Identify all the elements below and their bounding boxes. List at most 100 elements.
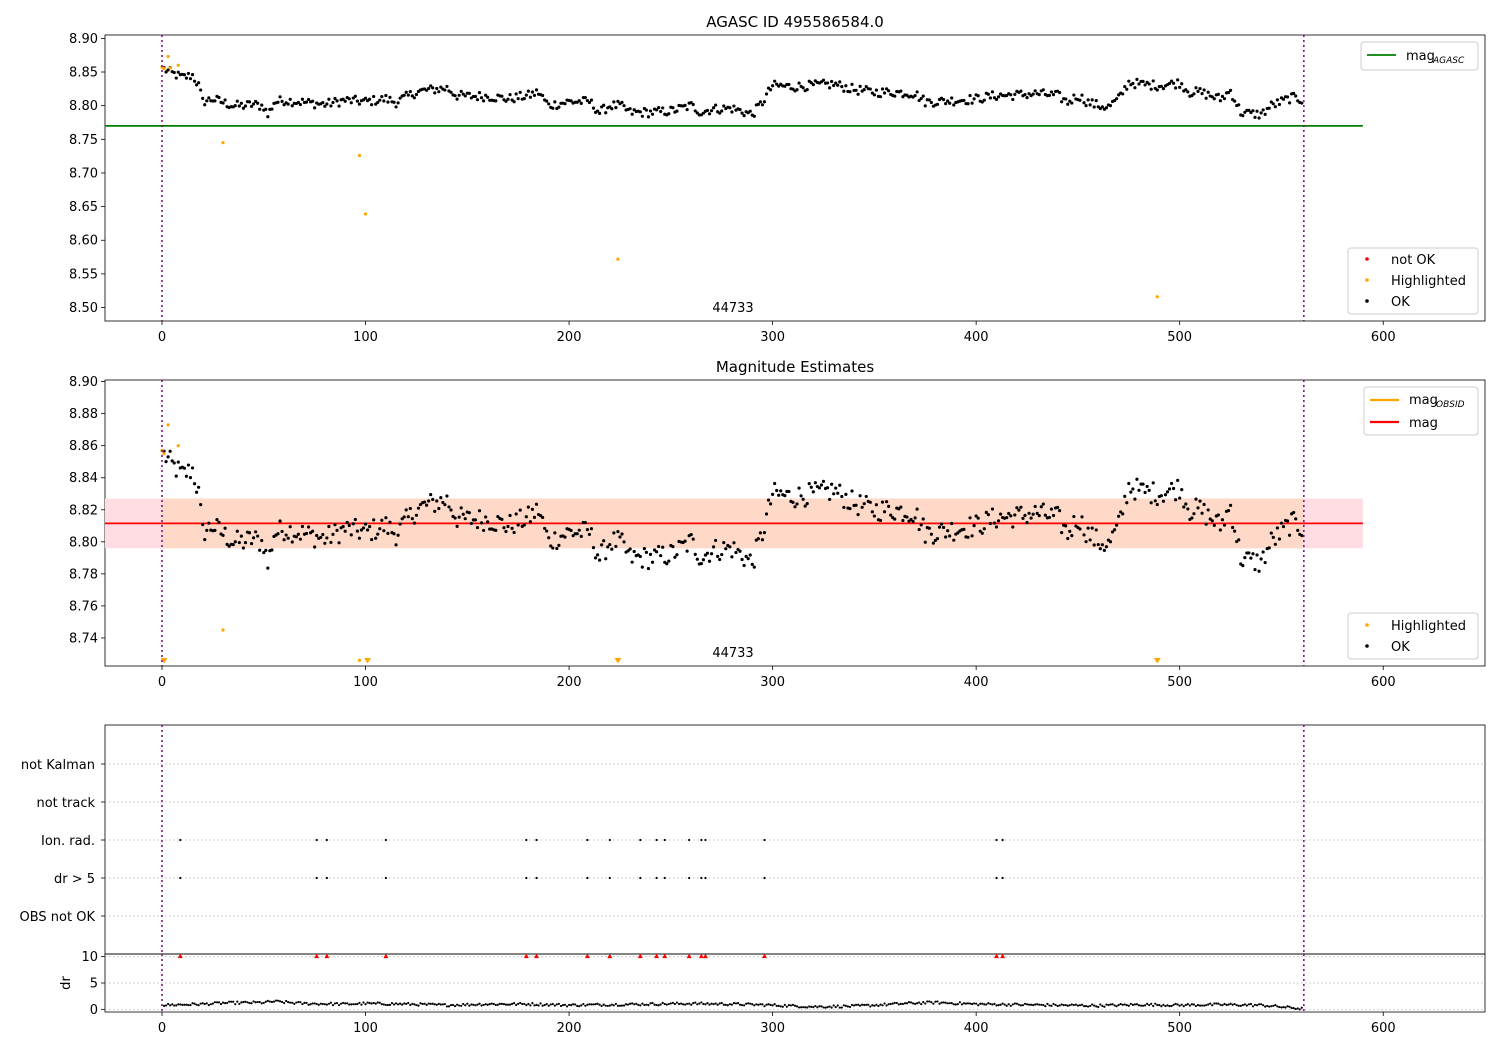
mid-ok-point bbox=[1060, 531, 1064, 535]
dr-point bbox=[419, 1002, 422, 1005]
top-ok-point bbox=[838, 80, 842, 84]
mid-ok-point bbox=[870, 510, 874, 514]
mid-ok-point bbox=[728, 545, 732, 549]
dr-point bbox=[1046, 1002, 1049, 1005]
mid-ok-point bbox=[746, 556, 750, 561]
dr-point bbox=[973, 1002, 976, 1005]
mid-ok-point bbox=[205, 528, 209, 532]
mid-ok-point bbox=[622, 540, 626, 544]
top-ok-point bbox=[836, 83, 840, 87]
mid-ok-point bbox=[640, 565, 644, 569]
top-ok-point bbox=[1072, 93, 1076, 97]
mid-highlighted-point bbox=[176, 444, 180, 448]
top-ok-point bbox=[1149, 87, 1153, 91]
top-ok-point bbox=[363, 96, 368, 100]
dr-point bbox=[838, 1006, 841, 1009]
dr-point bbox=[1025, 1003, 1029, 1006]
mid-ok-point bbox=[1033, 504, 1037, 509]
mid-ok-point bbox=[819, 483, 824, 487]
mid-ok-point bbox=[917, 527, 921, 532]
mid-ok-point bbox=[1084, 540, 1088, 544]
dr-point bbox=[1278, 1005, 1281, 1009]
dr-point bbox=[209, 1003, 212, 1006]
dr-point bbox=[545, 1002, 548, 1006]
mid-ok-point bbox=[1143, 490, 1147, 495]
top-ok-point bbox=[392, 100, 396, 104]
top-ok-point bbox=[176, 70, 180, 74]
mid-ok-point bbox=[1025, 520, 1029, 525]
dr-xtick-label: 300 bbox=[760, 1021, 785, 1036]
top-ok-point bbox=[341, 97, 345, 101]
mid-ok-point bbox=[689, 532, 693, 537]
mid-ok-point bbox=[388, 520, 392, 524]
dr-point bbox=[946, 1002, 949, 1005]
mid-ok-point bbox=[278, 519, 282, 523]
dr-point bbox=[360, 1003, 363, 1006]
mid-ok-point bbox=[1288, 533, 1292, 537]
mid-ok-point bbox=[1133, 497, 1137, 501]
dr-point bbox=[1091, 1003, 1094, 1006]
dr-point bbox=[881, 1004, 884, 1007]
dr-point bbox=[885, 1004, 888, 1007]
dr-point bbox=[396, 1003, 400, 1006]
mid-ok-point bbox=[799, 494, 803, 498]
dr-point bbox=[451, 1003, 455, 1007]
top-highlighted-point bbox=[1155, 295, 1159, 299]
top-ok-point bbox=[728, 106, 732, 110]
top-ok-point bbox=[821, 78, 826, 82]
mid-ok-point bbox=[840, 494, 844, 499]
dr-point bbox=[1146, 1002, 1149, 1005]
mid-ok-point bbox=[990, 507, 995, 511]
dr-point bbox=[1056, 1004, 1059, 1008]
top-ok-point bbox=[927, 98, 931, 102]
dr-point bbox=[842, 1004, 845, 1007]
top-ok-point bbox=[695, 111, 699, 115]
top-ok-point bbox=[893, 94, 897, 98]
mid-ok-point bbox=[830, 482, 834, 486]
mid-ok-point bbox=[982, 527, 986, 531]
dr-point bbox=[979, 1002, 982, 1005]
dr-point bbox=[228, 1000, 231, 1003]
mid-ok-point bbox=[707, 559, 712, 563]
top-ok-point bbox=[982, 98, 986, 102]
dr-point bbox=[368, 1001, 371, 1005]
mid-ok-point bbox=[1253, 567, 1257, 572]
dr-point bbox=[476, 1003, 479, 1006]
dr-point bbox=[262, 1001, 265, 1005]
dr-point bbox=[791, 1003, 795, 1006]
mid-ok-point bbox=[563, 535, 567, 539]
mid-ok-point bbox=[608, 542, 612, 547]
mid-ok-point bbox=[363, 522, 368, 526]
top-ok-point bbox=[1285, 95, 1290, 99]
mid-ok-point bbox=[504, 529, 508, 534]
dr-point bbox=[930, 1001, 933, 1004]
top-ok-point bbox=[1292, 91, 1296, 95]
mid-ok-point bbox=[858, 494, 862, 498]
mid-ok-point bbox=[1043, 513, 1047, 517]
mid-ok-point bbox=[408, 506, 412, 511]
top-ok-point bbox=[771, 84, 775, 88]
dr-point bbox=[755, 1003, 758, 1006]
mid-ok-point bbox=[384, 516, 388, 520]
mid-ok-point bbox=[526, 505, 530, 509]
dr-point bbox=[169, 1004, 172, 1007]
dr-point bbox=[751, 1003, 754, 1006]
dr-point bbox=[877, 1004, 880, 1008]
top-ok-point bbox=[431, 86, 435, 90]
top-ok-point bbox=[282, 103, 286, 107]
dr-point bbox=[337, 1003, 341, 1007]
dr-point bbox=[1011, 1003, 1014, 1006]
mid-ok-point bbox=[441, 500, 445, 505]
dr-point bbox=[319, 1002, 322, 1005]
mid-ok-point bbox=[944, 535, 948, 539]
top-ok-point bbox=[1212, 97, 1216, 101]
mid-ok-point bbox=[190, 466, 195, 470]
mid-ok-point bbox=[646, 566, 651, 571]
mid-ok-point bbox=[585, 528, 589, 532]
mid-ok-point bbox=[817, 486, 822, 490]
mid-ok-point bbox=[392, 532, 396, 536]
mid-ok-point bbox=[952, 538, 956, 542]
dr-point bbox=[1113, 1004, 1116, 1007]
mid-highlighted-point bbox=[221, 628, 225, 632]
top-ok-point bbox=[722, 104, 726, 108]
